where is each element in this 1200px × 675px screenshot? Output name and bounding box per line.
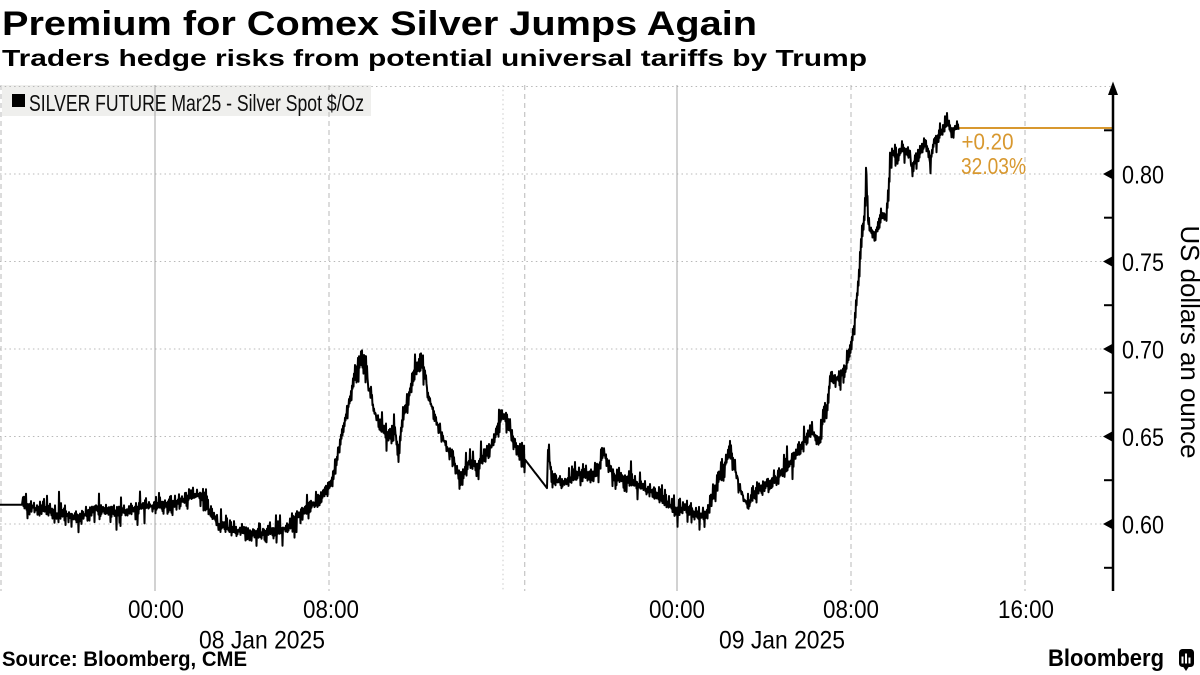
svg-text:0.75: 0.75	[1122, 249, 1164, 277]
svg-text:00:00: 00:00	[128, 596, 184, 624]
svg-text:08:00: 08:00	[823, 596, 879, 624]
svg-text:+0.20: +0.20	[962, 129, 1014, 155]
svg-text:08 Jan 2025: 08 Jan 2025	[199, 627, 325, 655]
svg-text:09 Jan 2025: 09 Jan 2025	[719, 627, 845, 655]
svg-text:0.60: 0.60	[1122, 512, 1164, 540]
svg-text:08:00: 08:00	[303, 596, 359, 624]
svg-text:Traders hedge risks from poten: Traders hedge risks from potential unive…	[2, 45, 867, 71]
svg-text:Premium for Comex Silver Jumps: Premium for Comex Silver Jumps Again	[2, 5, 757, 43]
svg-text:Source: Bloomberg, CME: Source: Bloomberg, CME	[2, 647, 247, 671]
svg-text:US dollars an ounce: US dollars an ounce	[1175, 226, 1200, 459]
svg-text:0.65: 0.65	[1122, 424, 1164, 452]
svg-text:00:00: 00:00	[649, 596, 705, 624]
svg-text:0.70: 0.70	[1122, 337, 1164, 365]
svg-text:32.03%: 32.03%	[961, 153, 1026, 179]
svg-text:Bloomberg: Bloomberg	[1048, 645, 1164, 672]
svg-text:SILVER FUTURE Mar25 - Silver S: SILVER FUTURE Mar25 - Silver Spot $/Oz	[29, 90, 364, 116]
svg-text:0.80: 0.80	[1122, 162, 1164, 190]
svg-text:16:00: 16:00	[998, 596, 1054, 624]
